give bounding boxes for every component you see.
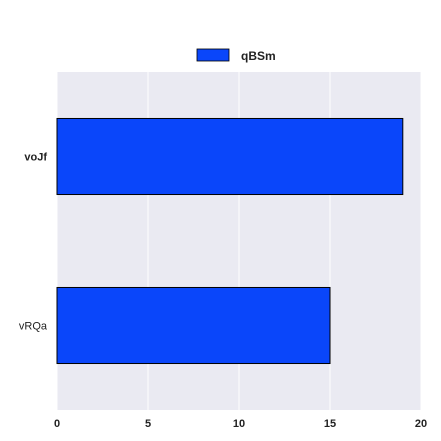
y-tick-labels: vRQa voJf — [19, 152, 48, 333]
bar-vRQa — [57, 287, 330, 363]
x-tick-label: 10 — [233, 418, 245, 430]
legend-swatch — [197, 49, 229, 61]
bar-voJf — [57, 118, 403, 194]
y-tick-label: voJf — [24, 152, 47, 164]
y-tick-label: vRQa — [19, 321, 48, 333]
x-tick-label: 0 — [54, 418, 60, 430]
legend-label: qBSm — [241, 49, 276, 63]
x-tick-label: 15 — [324, 418, 336, 430]
legend: qBSm — [197, 49, 276, 63]
x-tick-label: 5 — [145, 418, 151, 430]
x-tick-labels: 0 5 10 15 20 — [54, 418, 427, 430]
x-tick-label: 20 — [415, 418, 427, 430]
